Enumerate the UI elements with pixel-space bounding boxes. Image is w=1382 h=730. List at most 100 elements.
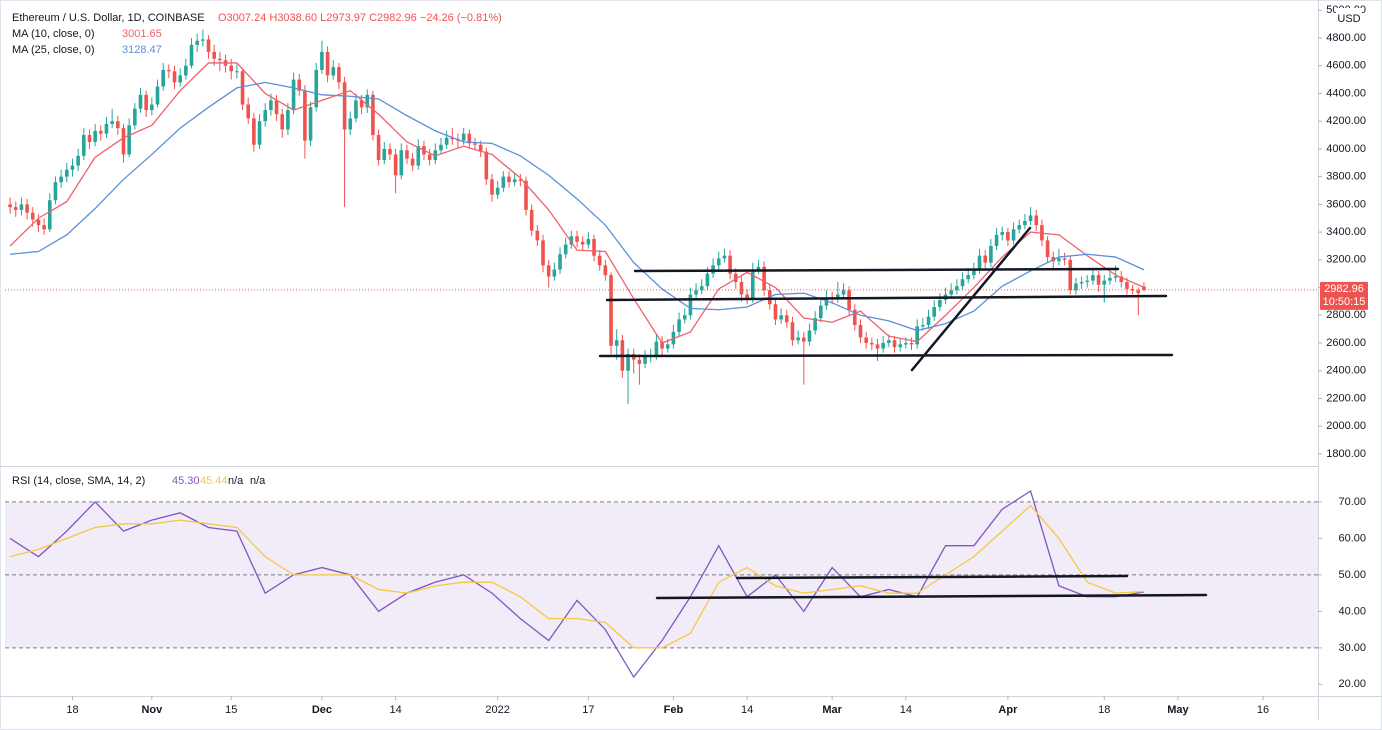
candle-body	[535, 230, 540, 241]
candle-body	[1085, 280, 1090, 283]
candle-body	[864, 337, 868, 344]
candle-body	[575, 236, 579, 242]
candle-body	[853, 309, 857, 325]
candle-body	[36, 219, 41, 226]
legend-value: 45.44	[200, 475, 228, 487]
candle-body	[161, 69, 165, 87]
candle-body	[1096, 275, 1101, 285]
y-tick-label: 50.00	[1338, 569, 1366, 581]
candle-body	[569, 236, 574, 245]
currency: USD	[1337, 13, 1360, 25]
candle-body	[30, 212, 35, 220]
candle-body	[966, 275, 971, 280]
y-tick-label: 4000.00	[1326, 143, 1366, 155]
candle-body	[303, 90, 307, 141]
candle-body	[184, 65, 188, 76]
candle-body	[308, 107, 313, 141]
candle-body	[870, 343, 874, 345]
symbol-title: Ethereum / U.S. Dollar, 1D, COINBASE	[12, 12, 205, 24]
last-price-box	[1320, 281, 1368, 310]
candle-body	[926, 316, 931, 325]
series-line	[9, 62, 1145, 344]
trend-line	[735, 574, 1129, 580]
candle-body	[70, 165, 75, 170]
candle-body	[660, 341, 664, 349]
candle-body	[705, 273, 710, 287]
y-tick-label: 60.00	[1338, 532, 1366, 544]
candle-body	[983, 255, 988, 263]
candle-body	[93, 130, 97, 142]
candle-body	[354, 100, 358, 119]
legend-value: 3128.47	[122, 44, 162, 56]
candle-body	[331, 67, 336, 76]
candle-body	[1074, 283, 1078, 291]
candle-body	[558, 254, 562, 270]
candle-body	[694, 290, 698, 295]
candle-body	[1023, 221, 1027, 226]
candle-body	[484, 151, 489, 180]
candle-body	[728, 255, 732, 274]
candle-body	[104, 123, 109, 134]
candle-body	[325, 51, 330, 76]
x-tick-label: Apr	[998, 704, 1018, 716]
candle-body	[592, 239, 596, 256]
candle-body	[989, 245, 993, 263]
candle-body	[586, 239, 591, 245]
candle-body	[212, 51, 216, 59]
candle-body	[1000, 232, 1005, 235]
candle-body	[563, 244, 568, 255]
candle-body	[127, 125, 131, 155]
candle-body	[235, 71, 239, 73]
candle-body	[439, 144, 443, 151]
candle-body	[1102, 280, 1107, 285]
y-tick-label: 20.00	[1338, 678, 1366, 690]
candle-body	[269, 100, 273, 111]
y-tick-label: 1800.00	[1326, 448, 1366, 460]
candle-body	[240, 71, 245, 105]
candle-body	[405, 150, 409, 159]
candle-body	[858, 324, 863, 338]
candle-body	[13, 207, 18, 210]
candle-body	[722, 255, 727, 259]
candle-body	[274, 100, 279, 115]
candle-body	[677, 319, 681, 332]
candle-body	[1057, 258, 1061, 262]
trend-line	[910, 226, 1032, 372]
candle-body	[410, 158, 415, 166]
candle-body	[881, 343, 885, 349]
candle-body	[529, 209, 534, 231]
candle-body	[76, 155, 80, 166]
candle-body	[8, 204, 12, 208]
candle-body	[609, 275, 613, 346]
y-tick-label: 2600.00	[1326, 337, 1366, 349]
y-tick-label: 3400.00	[1326, 226, 1366, 238]
candle-body	[342, 82, 347, 130]
candle-body	[201, 39, 205, 41]
y-tick-label: 40.00	[1338, 605, 1366, 617]
y-tick-label: 4400.00	[1326, 87, 1366, 99]
candle-body	[501, 176, 506, 188]
candle-body	[1011, 229, 1016, 241]
candle-body	[977, 255, 982, 270]
candle-body	[518, 179, 523, 181]
candle-body	[246, 104, 251, 119]
y-tick-label: 2200.00	[1326, 392, 1366, 404]
candle-body	[291, 79, 296, 111]
y-tick-label: 70.00	[1338, 496, 1366, 508]
candle-body	[915, 326, 919, 345]
y-tick-label: 2800.00	[1326, 309, 1366, 321]
candle-body	[960, 279, 965, 287]
candle-body	[252, 118, 256, 145]
candle-body	[320, 51, 324, 70]
axes: 1800.00 2000.00 2200.00 2400.00 2600.00 2800.…	[66, 4, 1366, 716]
y-tick-label: 2400.00	[1326, 365, 1366, 377]
candle-body	[507, 176, 511, 183]
candle-body	[416, 146, 421, 166]
candle-body	[172, 71, 177, 83]
candle-body	[841, 290, 846, 295]
candle-body	[603, 265, 608, 276]
candle-body	[779, 315, 783, 320]
candle-body	[286, 110, 290, 130]
plot	[5, 29, 1318, 679]
x-tick-label: 14	[900, 704, 912, 716]
